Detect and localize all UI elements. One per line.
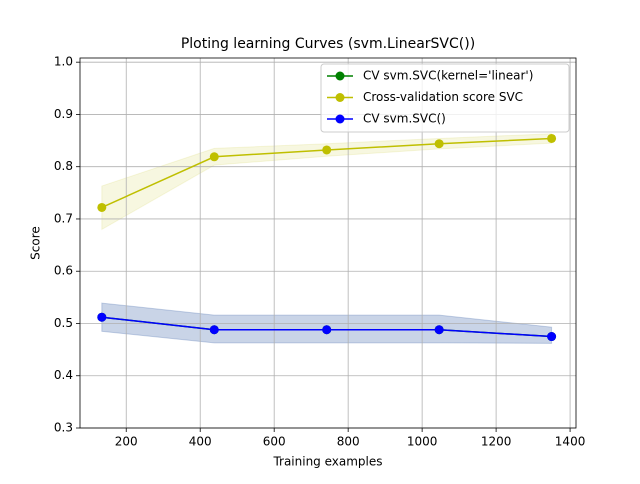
x-tick-label: 1200 [481, 435, 512, 449]
legend-marker [335, 71, 345, 81]
y-tick-label: 0.3 [54, 421, 73, 435]
legend-label: CV svm.SVC(kernel='linear') [363, 69, 533, 83]
data-point [97, 202, 107, 212]
legend-marker [335, 93, 345, 102]
y-tick-label: 0.9 [54, 107, 73, 121]
data-point [322, 325, 332, 335]
y-tick-label: 0.5 [54, 316, 73, 330]
x-tick-label: 400 [189, 435, 212, 449]
data-point [547, 332, 557, 342]
legend-label: Cross-validation score SVC [363, 90, 523, 104]
y-tick-label: 1.0 [54, 55, 73, 69]
y-tick-label: 0.7 [54, 211, 73, 225]
data-point [547, 133, 557, 143]
plot-frame [79, 57, 577, 429]
chart-title: Ploting learning Curves (svm.LinearSVC()… [181, 36, 475, 52]
legend-marker [335, 114, 345, 124]
y-tick-label: 0.8 [54, 159, 73, 173]
data-point [97, 312, 107, 322]
legend-label: CV svm.SVC() [363, 112, 446, 126]
x-tick-label: 600 [263, 435, 286, 449]
y-axis-label: Score [29, 226, 43, 260]
data-point [434, 139, 444, 149]
x-tick-label: 1000 [407, 435, 438, 449]
data-point [209, 325, 219, 335]
x-tick-label: 200 [115, 435, 138, 449]
data-point [209, 152, 219, 162]
x-tick-label: 800 [337, 435, 360, 449]
data-point [434, 325, 444, 335]
legend-box [320, 63, 570, 133]
y-tick-label: 0.4 [54, 368, 73, 382]
y-tick-label: 0.6 [54, 264, 73, 278]
x-tick-label: 1400 [555, 435, 586, 449]
data-point [322, 145, 332, 155]
x-axis-label: Training examples [272, 455, 382, 469]
